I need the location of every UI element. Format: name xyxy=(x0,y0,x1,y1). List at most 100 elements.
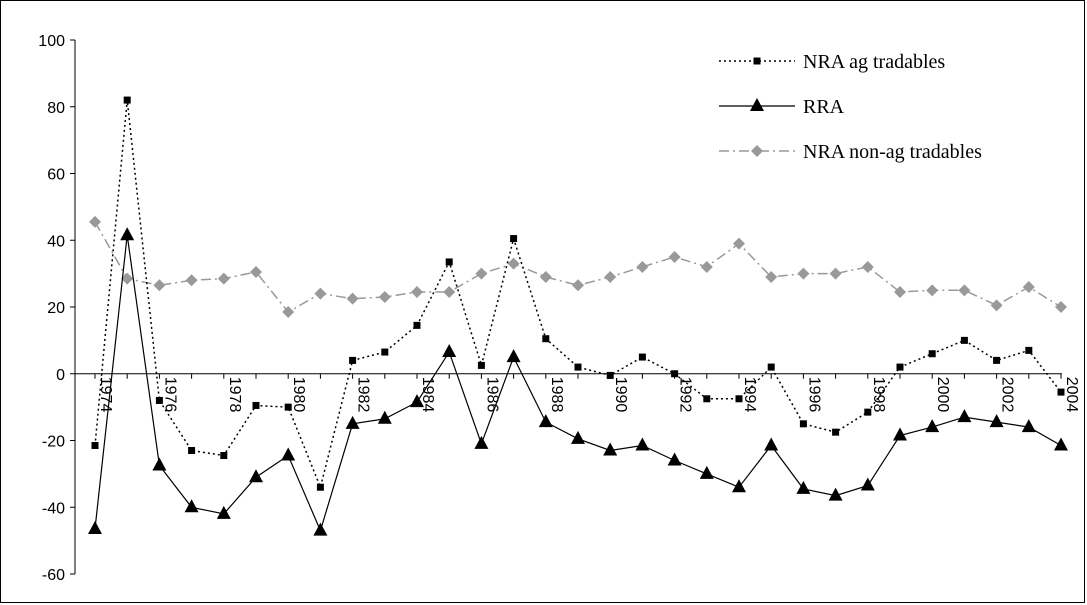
data-point xyxy=(1057,388,1065,396)
y-tick-label: 80 xyxy=(47,100,65,117)
data-point xyxy=(700,260,713,273)
data-point xyxy=(1021,419,1036,433)
legend: NRA ag tradables RRA NRA non-ag tradables xyxy=(719,51,982,163)
data-point xyxy=(442,344,457,358)
data-point xyxy=(767,363,775,371)
data-point xyxy=(1022,280,1035,293)
data-point xyxy=(284,403,292,411)
x-tick-label: 2000 xyxy=(934,377,951,413)
x-tick-label: 1978 xyxy=(226,377,243,413)
x-tick-label: 1982 xyxy=(355,377,372,413)
data-point xyxy=(188,447,196,455)
legend-label: NRA ag tradables xyxy=(803,51,945,73)
data-point xyxy=(345,415,360,429)
data-point xyxy=(252,401,260,409)
x-tick-label: 1976 xyxy=(161,377,178,413)
data-point xyxy=(764,437,779,451)
legend-label: RRA xyxy=(803,96,845,118)
data-point xyxy=(796,480,811,494)
data-point xyxy=(281,447,296,461)
data-point xyxy=(413,321,421,329)
data-point xyxy=(957,409,972,423)
x-tick-label: 1980 xyxy=(290,377,307,413)
data-point xyxy=(507,257,520,270)
data-point xyxy=(860,477,875,491)
x-tick-label: 1994 xyxy=(741,377,758,413)
data-point xyxy=(671,370,679,378)
series-line xyxy=(94,221,1062,313)
data-point xyxy=(733,237,745,250)
data-point xyxy=(635,437,650,451)
data-point xyxy=(91,442,99,450)
data-point xyxy=(990,299,1003,312)
data-point xyxy=(155,396,163,404)
data-point xyxy=(667,452,682,466)
data-point xyxy=(832,428,840,436)
data-point xyxy=(799,420,807,428)
data-point xyxy=(574,363,582,371)
data-point xyxy=(828,487,843,501)
series-0 xyxy=(91,96,1065,491)
data-point xyxy=(220,452,228,460)
data-point xyxy=(604,270,617,283)
data-point xyxy=(539,270,552,283)
y-tick-label: 40 xyxy=(47,233,65,250)
x-tick-label: 1988 xyxy=(548,377,565,413)
x-tick-label: 2002 xyxy=(999,377,1016,413)
data-point xyxy=(928,350,936,358)
data-point xyxy=(349,356,357,364)
x-tick-label: 1998 xyxy=(870,377,887,413)
data-point xyxy=(184,499,199,513)
x-tick-label: 1984 xyxy=(419,377,436,413)
data-point xyxy=(1054,437,1068,451)
data-point xyxy=(572,279,584,292)
y-tick-label: -20 xyxy=(42,434,65,451)
data-point xyxy=(506,349,521,363)
x-tick-label: 1990 xyxy=(612,377,629,413)
data-point xyxy=(699,465,714,479)
data-point xyxy=(378,290,391,303)
data-point xyxy=(636,260,649,273)
data-point xyxy=(797,267,810,280)
data-point xyxy=(732,479,746,493)
data-point xyxy=(123,96,131,104)
data-point xyxy=(668,250,681,263)
data-point xyxy=(445,258,453,266)
y-tick-label: -40 xyxy=(42,500,65,517)
data-point xyxy=(313,522,328,536)
data-point xyxy=(960,336,968,344)
data-point xyxy=(958,284,971,297)
y-tick-label: 0 xyxy=(56,367,65,384)
series-2 xyxy=(89,215,1067,319)
data-point xyxy=(377,410,392,424)
data-point xyxy=(606,371,614,379)
data-point xyxy=(250,265,262,278)
legend-marker xyxy=(753,57,761,65)
data-point xyxy=(249,469,263,483)
data-point xyxy=(88,520,102,534)
data-point xyxy=(121,272,134,285)
data-point xyxy=(735,395,743,403)
x-tick-label: 1986 xyxy=(483,377,500,413)
series-layer xyxy=(88,96,1068,536)
data-point xyxy=(346,292,359,305)
data-point xyxy=(638,353,646,361)
data-point xyxy=(1025,346,1033,354)
data-point xyxy=(217,272,230,285)
data-point xyxy=(989,414,1004,428)
x-tick-label: 1992 xyxy=(677,377,694,413)
legend-marker xyxy=(751,145,763,157)
y-tick-label: 100 xyxy=(38,33,65,50)
data-point xyxy=(542,335,550,343)
series-1 xyxy=(88,227,1068,536)
data-point xyxy=(925,419,940,433)
data-point xyxy=(153,279,166,292)
data-point xyxy=(477,361,485,369)
data-point xyxy=(571,430,585,444)
data-point xyxy=(216,505,231,519)
data-point xyxy=(282,306,295,319)
data-point xyxy=(411,285,423,298)
